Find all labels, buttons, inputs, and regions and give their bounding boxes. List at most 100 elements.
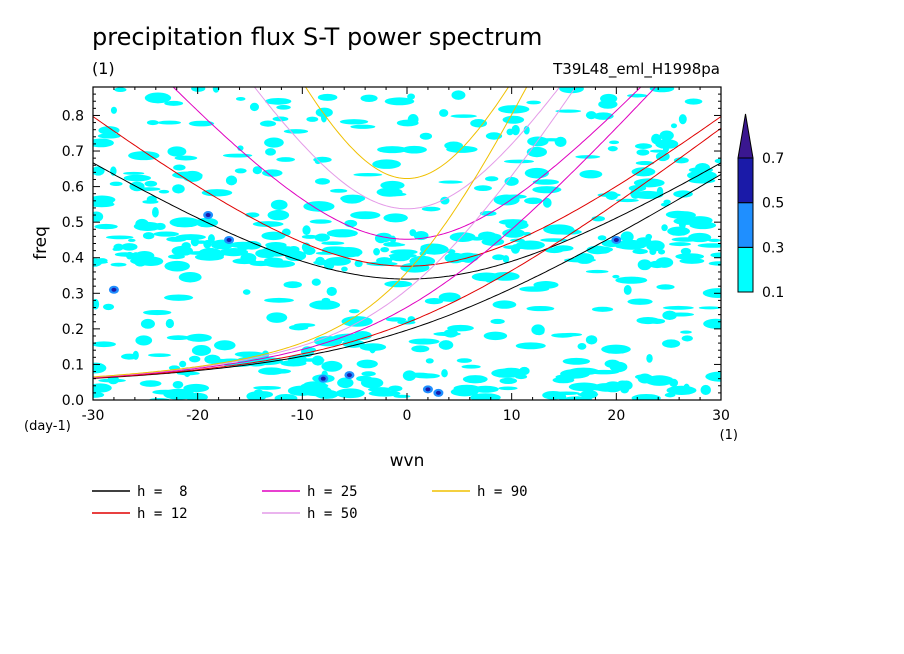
power-patch [596,247,611,254]
power-patch [207,234,215,244]
colorbar-label: 0.1 [762,285,784,301]
power-patch [373,248,380,256]
power-patch [609,361,628,373]
power-patch [687,216,713,225]
power-patch [276,105,291,110]
power-patch [388,385,403,392]
power-patch [93,211,104,222]
colorbar-segment [737,246,754,293]
power-patch [300,382,329,389]
power-patch [314,389,339,399]
colorbar-segment [737,202,754,248]
power-patch [261,231,286,241]
power-patch [146,120,159,126]
power-patch [339,119,369,125]
power-patch [321,360,343,372]
power-patch [191,87,206,92]
colorbar-arrow [737,113,754,159]
power-patch [376,257,393,264]
power-patch [201,189,233,197]
power-patch [400,262,430,273]
power-patch [271,368,292,374]
power-patch [585,335,598,345]
power-patch [178,271,202,283]
power-patch [252,166,262,175]
power-patch [376,187,403,197]
power-patch [700,384,711,396]
power-patch [540,238,568,242]
power-patch [242,240,262,250]
power-patch [708,238,721,242]
power-patch [261,350,270,359]
power-patch [152,389,179,395]
power-patch [390,249,418,255]
power-patch [93,362,107,374]
power-patch [274,393,298,400]
power-patch [577,392,599,397]
power-patch [554,139,564,144]
colorbar-label: 0.3 [762,240,784,256]
power-patch [438,180,463,184]
power-patch [270,199,288,210]
power-patch [559,332,583,337]
y-tick-label: 0.3 [62,286,84,302]
power-patch [93,383,112,393]
power-patch [317,93,338,101]
power-patch [320,112,327,123]
power-patch [518,366,530,376]
power-patch [265,148,276,156]
power-patch [105,235,134,240]
power-patch [266,312,288,323]
x-tick-label: 10 [503,408,521,424]
power-patch [555,374,578,380]
power-patch [242,289,251,295]
power-patch [438,340,454,350]
power-patch [597,235,607,241]
power-patch [527,136,549,147]
power-patch [235,96,246,101]
power-patch [93,341,116,348]
dispersion-curve [304,87,510,179]
power-patch [356,359,378,369]
power-patch [505,220,529,230]
power-patch [492,254,506,261]
power-patch [154,222,166,230]
power-patch [485,132,503,140]
dispersion-curve [93,87,528,378]
power-patch [253,385,282,390]
power-patch [419,132,433,140]
power-patch [591,306,614,312]
power-patch [649,149,665,153]
power-patch [526,305,555,312]
power-patch [377,146,408,154]
power-patch [144,180,158,187]
power-patch [109,181,123,186]
power-patch [276,157,296,162]
power-patch [152,206,159,218]
power-patch [175,234,206,241]
power-patch [665,210,690,219]
colorbar-label: 0.5 [762,196,784,212]
power-patch [252,103,259,111]
legend-label: h = 12 [137,506,188,522]
power-patch [374,233,388,244]
power-patch [309,300,341,310]
power-patch [617,380,628,385]
power-patch [490,318,505,325]
power-patch [383,241,402,247]
power-patch [411,345,430,353]
power-patch [191,345,212,356]
power-patch [283,129,309,134]
power-patch [219,248,249,257]
power-patch [142,232,155,240]
power-patch [384,280,413,288]
power-patch [533,281,559,289]
power-patch [683,253,693,262]
power-patch-high [226,237,232,242]
power-patch [655,139,679,149]
dispersion-curve [93,162,721,280]
power-patch [636,149,650,156]
colorbar-label: 0.7 [762,151,784,167]
power-patch [433,331,461,337]
power-patch [710,252,721,258]
